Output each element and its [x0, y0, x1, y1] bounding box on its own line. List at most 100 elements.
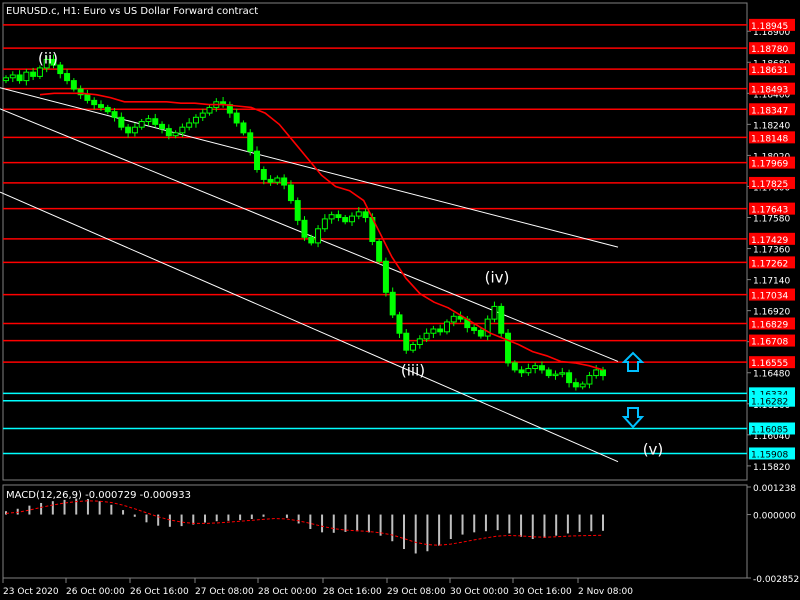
candle-body [477, 329, 484, 337]
candle-body [376, 241, 383, 262]
price-level-tag-label: 1.18780 [751, 45, 788, 55]
y-tick-label: 1.18240 [753, 121, 790, 131]
candle-body [192, 116, 199, 124]
price-level-tag-label: 1.18148 [751, 134, 788, 144]
price-level-tag [749, 18, 795, 31]
candle-body [16, 74, 23, 82]
candle-body [321, 218, 328, 230]
candle-body [484, 318, 491, 337]
candle-body [362, 211, 369, 219]
candle-body [199, 112, 206, 118]
candle-body [254, 150, 261, 171]
candle-body [538, 365, 545, 371]
price-level-tag [749, 82, 795, 95]
channel-line-upper [0, 87, 619, 248]
x-tick-label: 28 Oct 16:00 [323, 587, 382, 597]
candle-body [430, 328, 437, 334]
candle-body [23, 71, 30, 82]
candle-body [511, 362, 518, 371]
price-level-tag-label: 1.18347 [751, 106, 788, 116]
price-level-tag-label: 1.16555 [751, 359, 788, 369]
candle-body [389, 291, 396, 316]
price-level-tag-label: 1.17969 [751, 160, 788, 170]
candle-body [240, 122, 247, 134]
candle-body [50, 58, 57, 66]
y-tick-label: 1.16480 [753, 370, 790, 380]
candle-body [437, 328, 444, 333]
signal-arrows [621, 351, 645, 429]
candle-body [84, 94, 91, 101]
price-level-tag-label: 1.16708 [751, 338, 788, 348]
candle-body [57, 64, 64, 75]
candle-body [423, 332, 430, 340]
candle-body [566, 372, 573, 384]
price-level-tag-label: 1.18945 [751, 22, 788, 32]
price-level-tag [749, 288, 795, 301]
macd-tick-label: 0.000000 [753, 512, 796, 522]
candle-body [471, 327, 478, 331]
price-level-tag [749, 334, 795, 347]
up-arrow-icon [621, 351, 645, 372]
price-level-tag [749, 317, 795, 330]
price-level-tag [749, 422, 795, 435]
candle-body [525, 368, 532, 374]
candle-body [30, 71, 37, 77]
x-tick-label: 30 Oct 00:00 [450, 587, 509, 597]
candle-body [186, 122, 193, 128]
price-level-tag [749, 202, 795, 215]
candle-body [403, 332, 410, 351]
price-level-tags: 1.18945 1.18780 1.18631 1.18493 1.18347 1.181… [749, 18, 795, 460]
candle-body [335, 214, 342, 219]
candle-body [274, 177, 281, 183]
candle-body [97, 104, 104, 108]
price-level-tag [749, 42, 795, 55]
candle-body [600, 369, 606, 377]
candle-body [586, 375, 593, 385]
price-level-tag-label: 1.18631 [751, 66, 788, 76]
candle-body [267, 178, 274, 183]
y-tick-label: 1.17580 [753, 215, 790, 225]
candle-body [457, 315, 464, 320]
price-level-tag-label: 1.16829 [751, 320, 788, 330]
price-level-tag [749, 131, 795, 144]
moving-average [39, 92, 604, 371]
candle-body [247, 132, 254, 152]
candle-body [260, 169, 267, 180]
candle-body [450, 315, 457, 323]
candle-body [315, 228, 322, 244]
candles [3, 54, 606, 391]
candle-body [206, 106, 213, 114]
candle-body [579, 383, 586, 388]
candle-body [348, 215, 355, 223]
time-axis: 23 Oct 2020 26 Oct 00:00 26 Oct 16:00 27 Oc… [2, 578, 633, 597]
main-plot-frame [2, 2, 748, 481]
candle-body [159, 123, 166, 130]
y-tick-label: 1.16040 [753, 432, 790, 442]
channel-line-middle [0, 108, 619, 362]
candle-body [396, 314, 403, 334]
candle-body [552, 373, 559, 377]
candle-body [43, 58, 50, 69]
candle-body [3, 77, 9, 82]
wave-labels: (ii) (iii) (iv) (v) [38, 50, 663, 459]
candle-body [416, 338, 423, 346]
x-tick-label: 29 Oct 08:00 [387, 587, 446, 597]
down-arrow-icon [621, 407, 645, 429]
candle-body [77, 88, 84, 96]
candle-body [145, 118, 152, 123]
candle-body [91, 99, 98, 106]
candle-body [382, 260, 389, 293]
candle-body [294, 200, 301, 221]
x-tick-label: 23 Oct 2020 [3, 587, 59, 597]
candle-body [301, 219, 308, 238]
candle-body [518, 369, 525, 374]
price-level-tag [749, 232, 795, 245]
candle-body [443, 321, 450, 333]
price-level-tag [749, 176, 795, 189]
macd-indicator [5, 498, 604, 554]
x-tick-label: 26 Oct 00:00 [66, 587, 125, 597]
channel-line-lower [0, 191, 619, 463]
macd-axis: 0.001238 0.000000 -0.002852 [747, 484, 799, 585]
candle-body [118, 116, 125, 128]
